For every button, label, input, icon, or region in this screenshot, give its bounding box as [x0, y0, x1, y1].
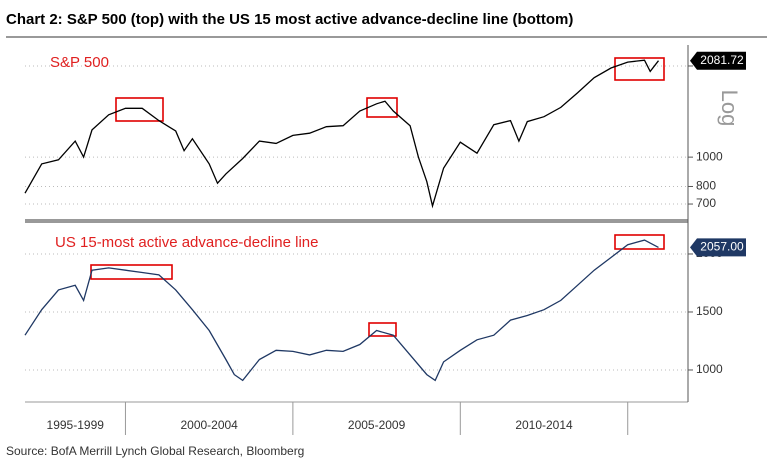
chart-title: Chart 2: S&P 500 (top) with the US 15 mo…	[6, 11, 573, 28]
highlight-box	[366, 97, 398, 118]
series-line	[24, 59, 660, 209]
x-period-label: 2000-2004	[180, 418, 238, 432]
end-tag-label: 2057.00	[700, 240, 744, 254]
y-tick-label: 1000	[696, 149, 723, 163]
highlight-box	[90, 264, 173, 280]
series-label: US 15-most active advance-decline line	[55, 234, 318, 251]
y-axis-label: Log	[717, 90, 742, 127]
highlight-box	[368, 322, 397, 337]
highlight-box	[115, 97, 164, 122]
panel-separator	[25, 219, 688, 223]
highlight-box	[614, 57, 665, 81]
y-tick-label: 1500	[696, 304, 723, 318]
x-period-label: 1995-1999	[47, 418, 105, 432]
y-tick-label: 800	[696, 179, 716, 193]
highlight-box	[614, 234, 665, 250]
y-tick-label: 1000	[696, 362, 723, 376]
series-line	[24, 239, 659, 382]
end-tag	[690, 238, 746, 257]
highlight-boxes	[90, 57, 665, 337]
x-period-label: 2010-2014	[515, 418, 573, 432]
end-tag-label: 2081.72	[700, 53, 744, 67]
y-tick-label: 700	[696, 196, 716, 210]
source-note: Source: BofA Merrill Lynch Global Resear…	[6, 444, 304, 458]
end-tag	[690, 51, 746, 70]
x-period-label: 2005-2009	[348, 418, 406, 432]
series-label: S&P 500	[50, 54, 109, 71]
